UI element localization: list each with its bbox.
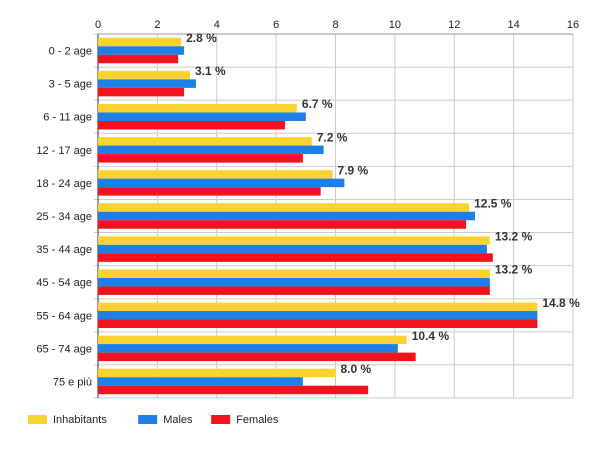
bar-males	[98, 46, 185, 55]
x-tick-label: 12	[448, 19, 460, 31]
bar-inhabitants	[98, 103, 297, 113]
x-tick-label: 4	[214, 19, 220, 31]
bar-males	[98, 311, 538, 320]
bar-males	[98, 79, 196, 88]
x-tick-label: 6	[273, 19, 279, 31]
bar-inhabitants	[98, 269, 490, 278]
bar-males	[98, 112, 306, 121]
bar-females	[98, 253, 493, 262]
category-label: 65 - 74 age	[36, 343, 92, 355]
category-label: 75 e più	[53, 376, 92, 388]
category-label: 45 - 54 age	[36, 277, 92, 289]
labels: 0 2 4 6 8 10 12 14 16 0 - 2 age 2.8 % 3 - 5 age 3.1 …	[36, 19, 580, 388]
category-label: 25 - 34 age	[36, 211, 92, 223]
data-label: 6.7 %	[302, 97, 333, 111]
legend: Inhabitants Males Females	[28, 414, 279, 426]
data-label: 3.1 %	[195, 64, 226, 78]
category-label: 12 - 17 age	[36, 145, 92, 157]
bar-females	[98, 385, 369, 395]
category-label: 35 - 44 age	[36, 244, 92, 256]
bar-inhabitants	[98, 137, 312, 146]
bar-inhabitants	[98, 203, 470, 212]
bar-males	[98, 244, 487, 254]
category-label: 55 - 64 age	[36, 310, 92, 322]
data-label: 2.8 %	[186, 31, 217, 45]
data-label: 7.2 %	[317, 130, 348, 144]
category-label: 3 - 5 age	[49, 79, 92, 91]
bar-males	[98, 277, 490, 287]
legend-swatch-females	[211, 415, 231, 424]
bar-males	[98, 344, 398, 353]
data-label: 10.4 %	[412, 329, 450, 343]
x-tick-label: 0	[95, 19, 101, 31]
data-label: 7.9 %	[338, 163, 369, 177]
legend-label-males: Males	[163, 414, 193, 426]
bar-inhabitants	[98, 236, 490, 245]
bar-males	[98, 145, 324, 155]
bar-females	[98, 54, 179, 64]
legend-label-inhabitants: Inhabitants	[53, 414, 107, 426]
x-tick-label: 8	[332, 19, 338, 31]
bar-males	[98, 211, 476, 221]
bar-females	[98, 352, 416, 362]
category-label: 6 - 11 age	[43, 112, 92, 124]
bar-females	[98, 154, 303, 163]
data-label: 14.8 %	[542, 296, 580, 310]
bar-inhabitants	[98, 302, 538, 312]
bar-females	[98, 220, 467, 229]
bar-inhabitants	[98, 37, 182, 47]
x-tick-label: 14	[508, 19, 520, 31]
bar-males	[98, 178, 345, 188]
data-label: 12.5 %	[474, 197, 512, 211]
bar-females	[98, 319, 538, 329]
bar-inhabitants	[98, 368, 336, 378]
data-label: 13.2 %	[495, 263, 533, 277]
data-label: 13.2 %	[495, 230, 533, 244]
bar-inhabitants	[98, 170, 333, 179]
x-tick-label: 10	[389, 19, 401, 31]
bar-females	[98, 187, 321, 196]
legend-swatch-inhabitants	[28, 415, 47, 424]
legend-swatch-males	[138, 415, 158, 424]
bars	[98, 37, 538, 395]
bar-males	[98, 377, 303, 386]
bar-inhabitants	[98, 70, 191, 80]
x-tick-label: 16	[567, 19, 579, 31]
bar-females	[98, 286, 490, 295]
category-label: 0 - 2 age	[49, 46, 92, 58]
bar-females	[98, 120, 286, 130]
x-tick-label: 2	[154, 19, 160, 31]
bar-females	[98, 87, 185, 97]
legend-label-females: Females	[236, 414, 279, 426]
bar-inhabitants	[98, 335, 407, 345]
data-label: 8.0 %	[341, 362, 372, 376]
category-label: 18 - 24 age	[36, 178, 92, 190]
